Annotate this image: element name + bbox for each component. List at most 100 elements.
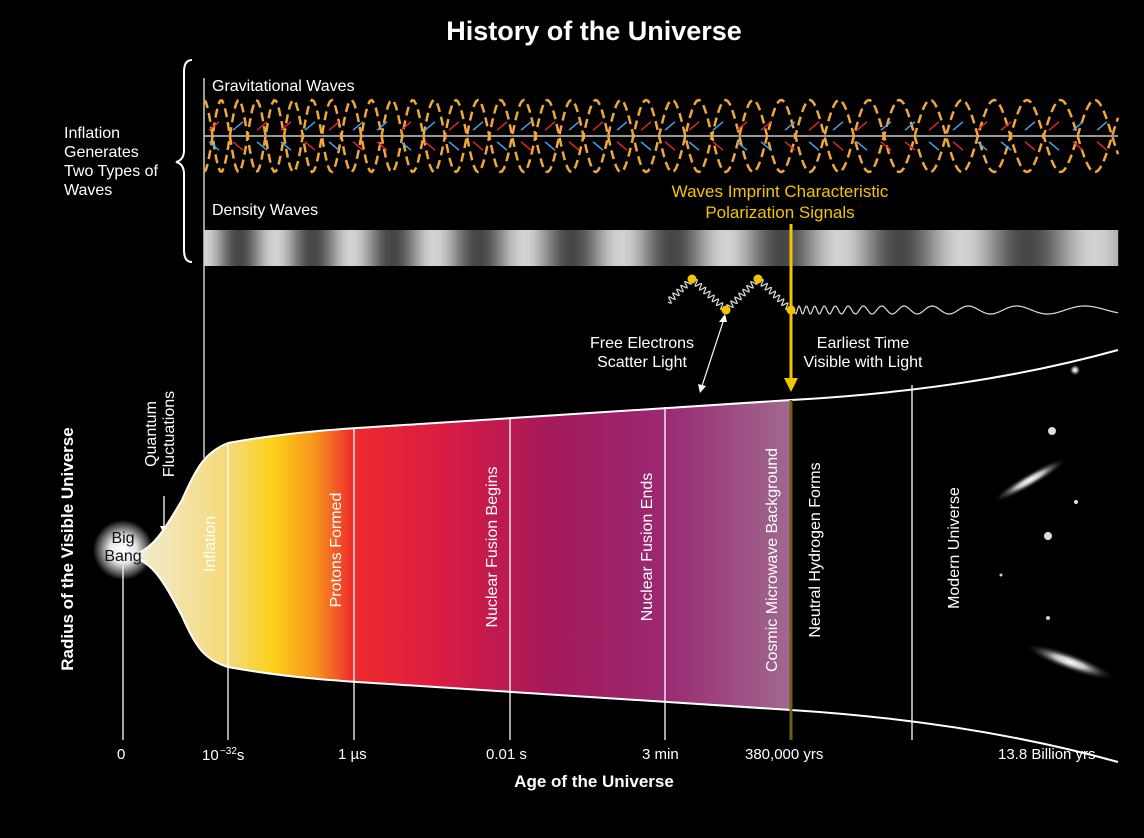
density-stripe: [618, 230, 620, 266]
density-stripe: [1038, 230, 1040, 266]
density-stripe: [915, 230, 917, 266]
density-stripe: [533, 230, 535, 266]
density-stripe: [852, 230, 854, 266]
density-stripe: [517, 230, 519, 266]
red-arrow-icon: [424, 141, 436, 151]
red-arrow-icon: [544, 121, 556, 131]
density-stripe: [337, 230, 339, 266]
density-stripe: [227, 230, 229, 266]
density-stripe: [759, 230, 761, 266]
density-stripe: [509, 230, 511, 266]
density-stripe: [597, 230, 599, 266]
density-stripe: [707, 230, 709, 266]
density-stripe: [1079, 230, 1081, 266]
density-stripe: [471, 230, 473, 266]
density-stripe: [938, 230, 940, 266]
density-stripe: [1070, 230, 1072, 266]
red-arrow-icon: [208, 121, 220, 131]
density-stripe: [862, 230, 864, 266]
density-stripe: [268, 230, 270, 266]
density-stripe: [603, 230, 605, 266]
density-stripe: [1078, 230, 1080, 266]
blue-arrow-icon: [736, 141, 748, 151]
density-stripe: [645, 230, 647, 266]
density-stripe: [463, 230, 465, 266]
density-stripe: [412, 230, 414, 266]
density-stripe: [367, 230, 369, 266]
blue-arrow-icon: [856, 141, 868, 151]
density-stripe: [502, 230, 504, 266]
red-arrow-icon: [448, 121, 460, 131]
polarization-label-line: Waves Imprint Characteristic: [671, 182, 889, 201]
density-stripe: [1033, 230, 1035, 266]
density-stripe: [1032, 230, 1034, 266]
density-stripe: [662, 230, 664, 266]
density-stripe: [491, 230, 493, 266]
density-stripe: [246, 230, 248, 266]
density-stripe: [451, 230, 453, 266]
blue-arrow-icon: [976, 141, 988, 151]
density-stripe: [1064, 230, 1066, 266]
density-stripe: [1049, 230, 1051, 266]
density-stripe: [970, 230, 972, 266]
density-stripe: [250, 230, 252, 266]
density-stripe: [508, 230, 510, 266]
density-stripe: [428, 230, 430, 266]
density-stripe: [909, 230, 911, 266]
density-stripe: [638, 230, 640, 266]
density-stripe: [778, 230, 780, 266]
density-stripe: [526, 230, 528, 266]
density-stripe: [978, 230, 980, 266]
density-stripe: [458, 230, 460, 266]
blue-arrow-icon: [808, 141, 820, 151]
density-stripe: [1005, 230, 1007, 266]
density-stripe: [674, 230, 676, 266]
density-stripe: [571, 230, 573, 266]
density-stripe: [980, 230, 982, 266]
era-label-cmb: Cosmic Microwave Background: [764, 447, 781, 673]
density-stripe: [1043, 230, 1045, 266]
density-stripe: [466, 230, 468, 266]
density-stripe: [256, 230, 258, 266]
density-stripe: [636, 230, 638, 266]
red-arrow-icon: [520, 141, 532, 151]
density-stripe: [439, 230, 441, 266]
blue-arrow-icon: [1024, 121, 1036, 131]
tick-0-01-s: 0.01 s: [486, 746, 527, 763]
density-stripe: [995, 230, 997, 266]
density-stripe: [303, 230, 305, 266]
universe-lower-boundary: [124, 555, 1119, 763]
density-stripe: [287, 230, 289, 266]
density-stripe: [569, 230, 571, 266]
density-stripe: [429, 230, 431, 266]
density-stripe: [431, 230, 433, 266]
density-stripe: [372, 230, 374, 266]
density-stripe: [857, 230, 859, 266]
density-stripe: [667, 230, 669, 266]
density-stripe: [319, 230, 321, 266]
density-stripe: [418, 230, 420, 266]
density-stripe: [440, 230, 442, 266]
blue-arrow-icon: [1072, 121, 1084, 131]
density-stripe: [208, 230, 210, 266]
density-stripe: [731, 230, 733, 266]
density-stripe: [344, 230, 346, 266]
galaxies: [991, 364, 1116, 681]
density-stripe: [557, 230, 559, 266]
density-stripe: [454, 230, 456, 266]
density-stripe: [948, 230, 950, 266]
density-stripe: [640, 230, 642, 266]
density-stripe: [591, 230, 593, 266]
density-stripe: [599, 230, 601, 266]
density-stripe: [876, 230, 878, 266]
density-stripe: [800, 230, 802, 266]
density-stripe: [271, 230, 273, 266]
density-stripe: [373, 230, 375, 266]
density-stripe: [952, 230, 954, 266]
density-stripe: [432, 230, 434, 266]
density-stripe: [958, 230, 960, 266]
density-stripe: [221, 230, 223, 266]
density-stripe: [444, 230, 446, 266]
density-stripe: [846, 230, 848, 266]
density-stripe: [248, 230, 250, 266]
